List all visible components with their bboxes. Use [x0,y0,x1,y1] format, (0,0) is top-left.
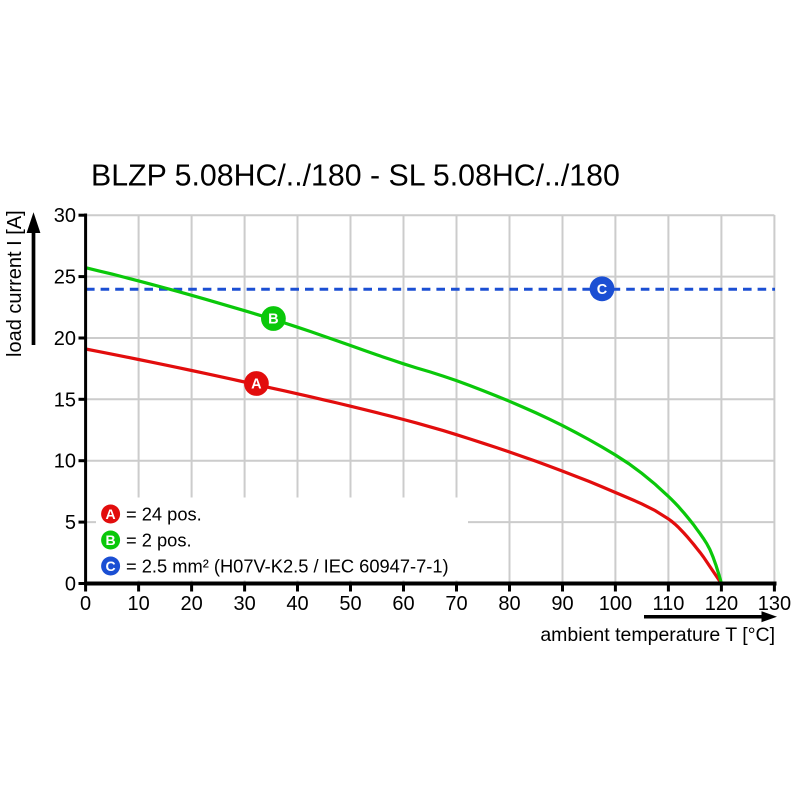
svg-text:120: 120 [705,593,738,615]
svg-text:B: B [268,312,278,328]
svg-text:0: 0 [65,574,76,596]
svg-text:15: 15 [54,389,76,411]
svg-text:10: 10 [54,451,76,473]
svg-text:= 24 pos.: = 24 pos. [126,504,202,525]
svg-text:C: C [597,282,608,298]
svg-text:5: 5 [65,512,76,534]
svg-text:70: 70 [445,593,467,615]
svg-text:B: B [106,532,116,548]
svg-text:load current I [A]: load current I [A] [4,210,26,357]
svg-text:30: 30 [233,593,255,615]
svg-text:30: 30 [54,205,76,227]
svg-text:C: C [106,558,116,574]
svg-text:= 2.5 mm² (H07V-K2.5 / IEC 609: = 2.5 mm² (H07V-K2.5 / IEC 60947-7-1) [126,556,449,577]
svg-text:50: 50 [339,593,361,615]
svg-text:0: 0 [80,593,91,615]
svg-text:80: 80 [498,593,520,615]
svg-text:130: 130 [758,593,791,615]
svg-text:ambient temperature T [°C]: ambient temperature T [°C] [540,624,775,646]
svg-text:A: A [251,377,262,393]
svg-text:40: 40 [286,593,308,615]
svg-text:20: 20 [54,328,76,350]
svg-text:110: 110 [652,593,684,615]
svg-text:20: 20 [180,593,202,615]
svg-text:10: 10 [127,593,149,615]
svg-text:= 2 pos.: = 2 pos. [126,530,192,551]
svg-text:60: 60 [392,593,414,615]
svg-text:90: 90 [551,593,573,615]
svg-text:100: 100 [599,593,632,615]
svg-text:25: 25 [54,267,76,289]
svg-text:BLZP 5.08HC/../180 - SL 5.08HC: BLZP 5.08HC/../180 - SL 5.08HC/../180 [91,160,620,193]
svg-text:A: A [106,506,116,522]
